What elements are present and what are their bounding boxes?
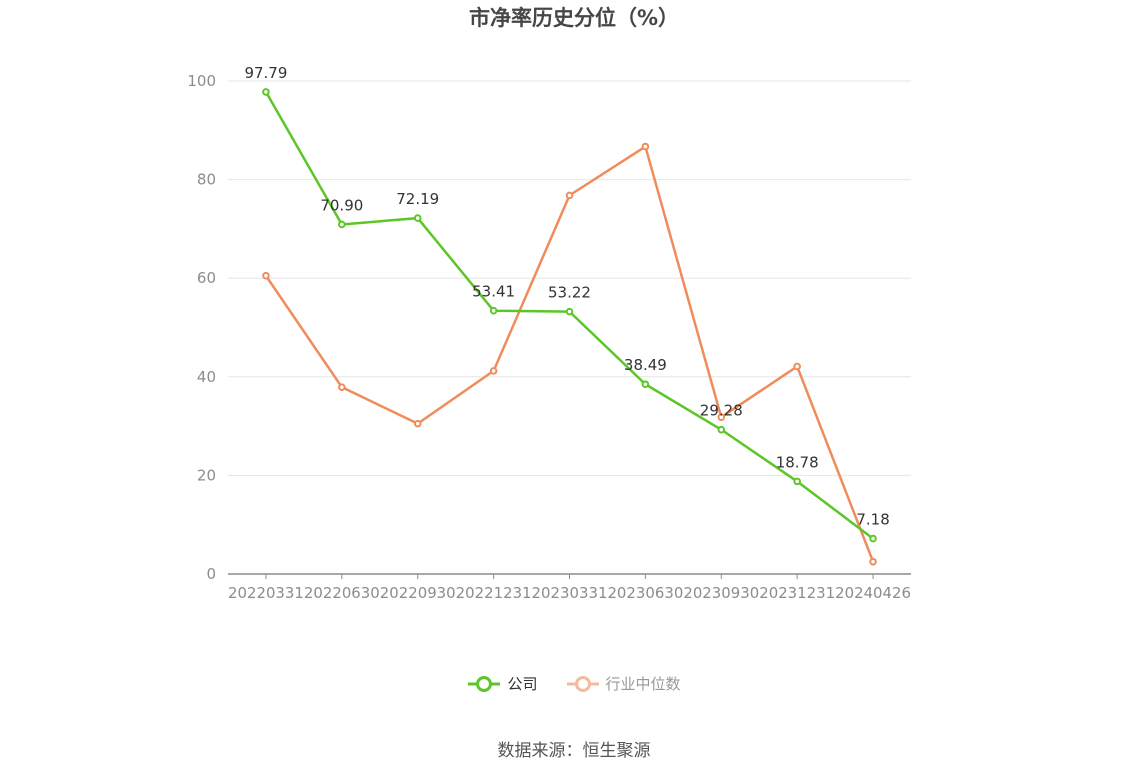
data-label: 18.78 [776, 453, 819, 471]
data-point-1 [869, 557, 877, 566]
data-point-1 [489, 367, 498, 375]
data-point-1 [565, 191, 574, 200]
x-tick-label: 20230630 [607, 584, 683, 602]
legend: 公司 行业中位数 [0, 673, 1148, 694]
legend-marker-industry-median [566, 675, 599, 692]
data-point-1 [793, 362, 801, 371]
x-tick-label: 20221231 [456, 584, 532, 602]
data-point-0 [413, 214, 422, 222]
y-tick-label: 40 [197, 368, 216, 386]
x-tick-label: 20230331 [532, 584, 608, 602]
y-tick-label: 60 [197, 269, 216, 287]
x-tick-label: 20230930 [683, 584, 759, 602]
y-tick-label: 80 [197, 171, 216, 189]
y-tick-label: 0 [206, 565, 216, 583]
data-point-0 [793, 477, 801, 486]
data-point-0 [869, 534, 877, 543]
y-tick-label: 100 [187, 72, 216, 90]
legend-item-company[interactable]: 公司 [467, 673, 538, 694]
data-label: 53.22 [548, 284, 591, 302]
data-point-1 [262, 271, 270, 280]
data-point-0 [641, 380, 650, 389]
chart-title: 市净率历史分位（%） [468, 6, 680, 30]
data-point-0 [338, 220, 346, 229]
data-point-1 [641, 142, 650, 151]
x-tick-label: 20231231 [759, 584, 835, 602]
legend-item-industry-median[interactable]: 行业中位数 [566, 673, 681, 694]
data-label: 70.90 [320, 196, 363, 214]
data-label: 53.41 [472, 283, 515, 301]
data-label: 97.79 [244, 64, 287, 82]
data-point-0 [262, 88, 270, 96]
data-label: 29.28 [700, 402, 743, 420]
x-tick-label: 20220930 [380, 584, 456, 602]
data-label: 38.49 [624, 356, 667, 374]
legend-marker-company [468, 675, 501, 692]
x-tick-label: 20220630 [304, 584, 380, 602]
data-point-1 [338, 383, 346, 391]
data-point-1 [413, 419, 422, 428]
y-tick-label: 20 [197, 466, 216, 484]
data-point-0 [565, 307, 574, 316]
legend-label-company: 公司 [507, 675, 538, 693]
data-source: 数据来源：恒生聚源 [497, 741, 651, 761]
data-point-0 [489, 306, 498, 315]
x-tick-label: 20240426 [835, 584, 911, 602]
x-tick-label: 20220331 [228, 584, 304, 602]
data-label: 7.18 [856, 511, 889, 529]
data-point-1 [717, 413, 726, 422]
data-label: 72.19 [396, 190, 439, 208]
legend-label-industry-median: 行业中位数 [605, 675, 681, 693]
data-point-0 [717, 425, 726, 434]
